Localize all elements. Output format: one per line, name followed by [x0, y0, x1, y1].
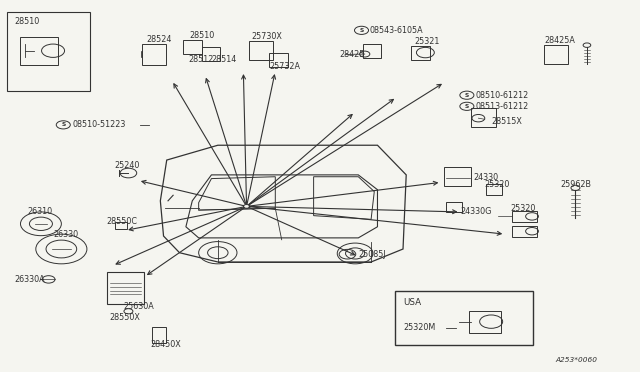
Bar: [202, 47, 220, 61]
Text: 28450X: 28450X: [150, 340, 181, 349]
Text: 25085J: 25085J: [358, 250, 386, 259]
Text: S: S: [465, 104, 469, 109]
Text: 08510-51223: 08510-51223: [73, 121, 126, 129]
Text: S: S: [360, 28, 364, 33]
Text: 26330: 26330: [53, 230, 78, 240]
Text: 24330: 24330: [473, 173, 499, 182]
Bar: [511, 211, 537, 222]
Bar: [115, 222, 127, 230]
Text: 28425: 28425: [339, 50, 365, 59]
Text: 25730X: 25730X: [252, 32, 282, 41]
Bar: [7, 12, 90, 92]
Text: 24330G: 24330G: [461, 207, 492, 216]
Bar: [396, 291, 532, 344]
Text: A253*0060: A253*0060: [556, 357, 598, 363]
Text: S: S: [61, 122, 65, 127]
Bar: [364, 44, 381, 58]
Text: 25732A: 25732A: [269, 62, 300, 71]
Text: 26310: 26310: [28, 207, 52, 216]
Bar: [249, 41, 273, 60]
Text: 28515X: 28515X: [491, 118, 522, 126]
Bar: [511, 226, 537, 237]
Bar: [446, 202, 462, 212]
Text: 08543-6105A: 08543-6105A: [370, 26, 424, 35]
Bar: [486, 184, 502, 195]
Bar: [20, 37, 58, 65]
Text: 28425A: 28425A: [545, 36, 575, 45]
Text: 08510-61212: 08510-61212: [475, 91, 529, 100]
Text: 28512: 28512: [188, 55, 214, 64]
Text: 28514: 28514: [211, 55, 237, 64]
Text: 25240: 25240: [115, 161, 140, 170]
Bar: [142, 44, 166, 65]
Text: 26330A: 26330A: [15, 275, 45, 284]
Text: 28550C: 28550C: [106, 217, 137, 226]
Text: 25962B: 25962B: [561, 180, 592, 189]
Text: 25320: 25320: [484, 180, 510, 189]
Text: 28550X: 28550X: [109, 314, 140, 323]
Text: 25320: 25320: [510, 205, 536, 214]
Text: 28510: 28510: [189, 31, 214, 41]
Text: 08513-61212: 08513-61212: [475, 102, 529, 111]
Text: 28510: 28510: [15, 17, 40, 26]
Bar: [182, 39, 202, 54]
Text: USA: USA: [403, 298, 421, 307]
Bar: [412, 45, 431, 60]
Text: 25321: 25321: [415, 37, 440, 46]
Bar: [544, 45, 568, 64]
Text: 25320M: 25320M: [403, 323, 435, 333]
Text: 25630A: 25630A: [124, 302, 154, 311]
Bar: [470, 108, 496, 127]
Bar: [269, 53, 288, 67]
Text: 28524: 28524: [147, 35, 172, 44]
Bar: [107, 272, 144, 304]
Bar: [152, 327, 166, 343]
Bar: [444, 167, 470, 186]
Bar: [468, 311, 500, 333]
Text: S: S: [465, 93, 469, 98]
